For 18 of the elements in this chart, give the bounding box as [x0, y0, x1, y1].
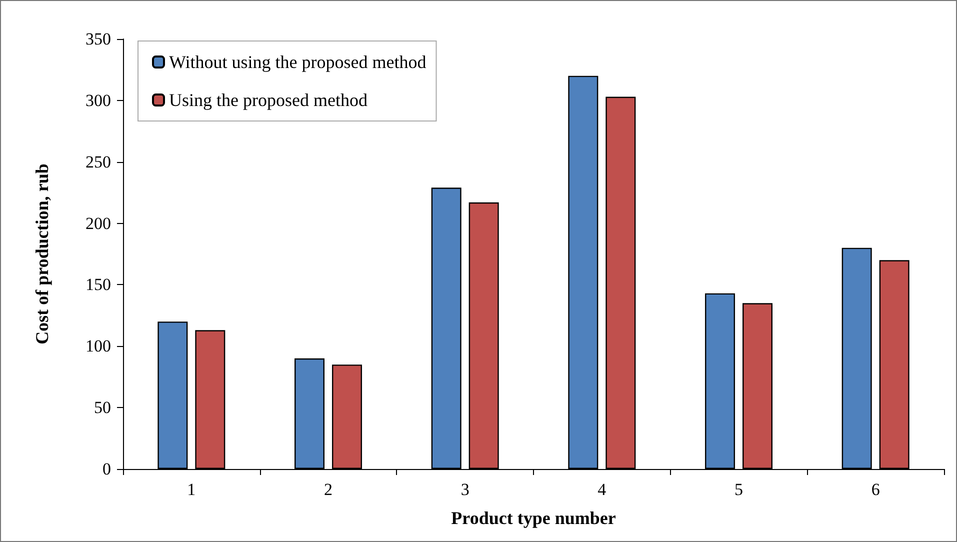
legend-label: Using the proposed method [169, 90, 368, 110]
y-tick-label: 0 [102, 460, 111, 478]
y-tick-label: 300 [86, 90, 111, 110]
y-tick-label: 350 [86, 30, 111, 48]
x-tick-label: 4 [598, 480, 607, 499]
legend-label: Without using the proposed method [169, 52, 426, 72]
x-tick-label: 5 [734, 480, 743, 499]
x-tick-label: 3 [460, 480, 470, 499]
y-tick-label: 250 [86, 152, 111, 172]
x-axis-title: Product type number [451, 508, 616, 528]
y-tick-label: 100 [86, 336, 111, 356]
x-tick-label: 1 [187, 480, 196, 499]
x-tick-label: 2 [324, 480, 332, 499]
y-tick-label: 50 [94, 398, 111, 418]
y-axis-title: Cost of production, rub [32, 164, 52, 344]
x-tick-label: 6 [871, 480, 880, 499]
y-tick-label: 200 [86, 214, 111, 233]
y-tick-label: 150 [86, 275, 111, 294]
